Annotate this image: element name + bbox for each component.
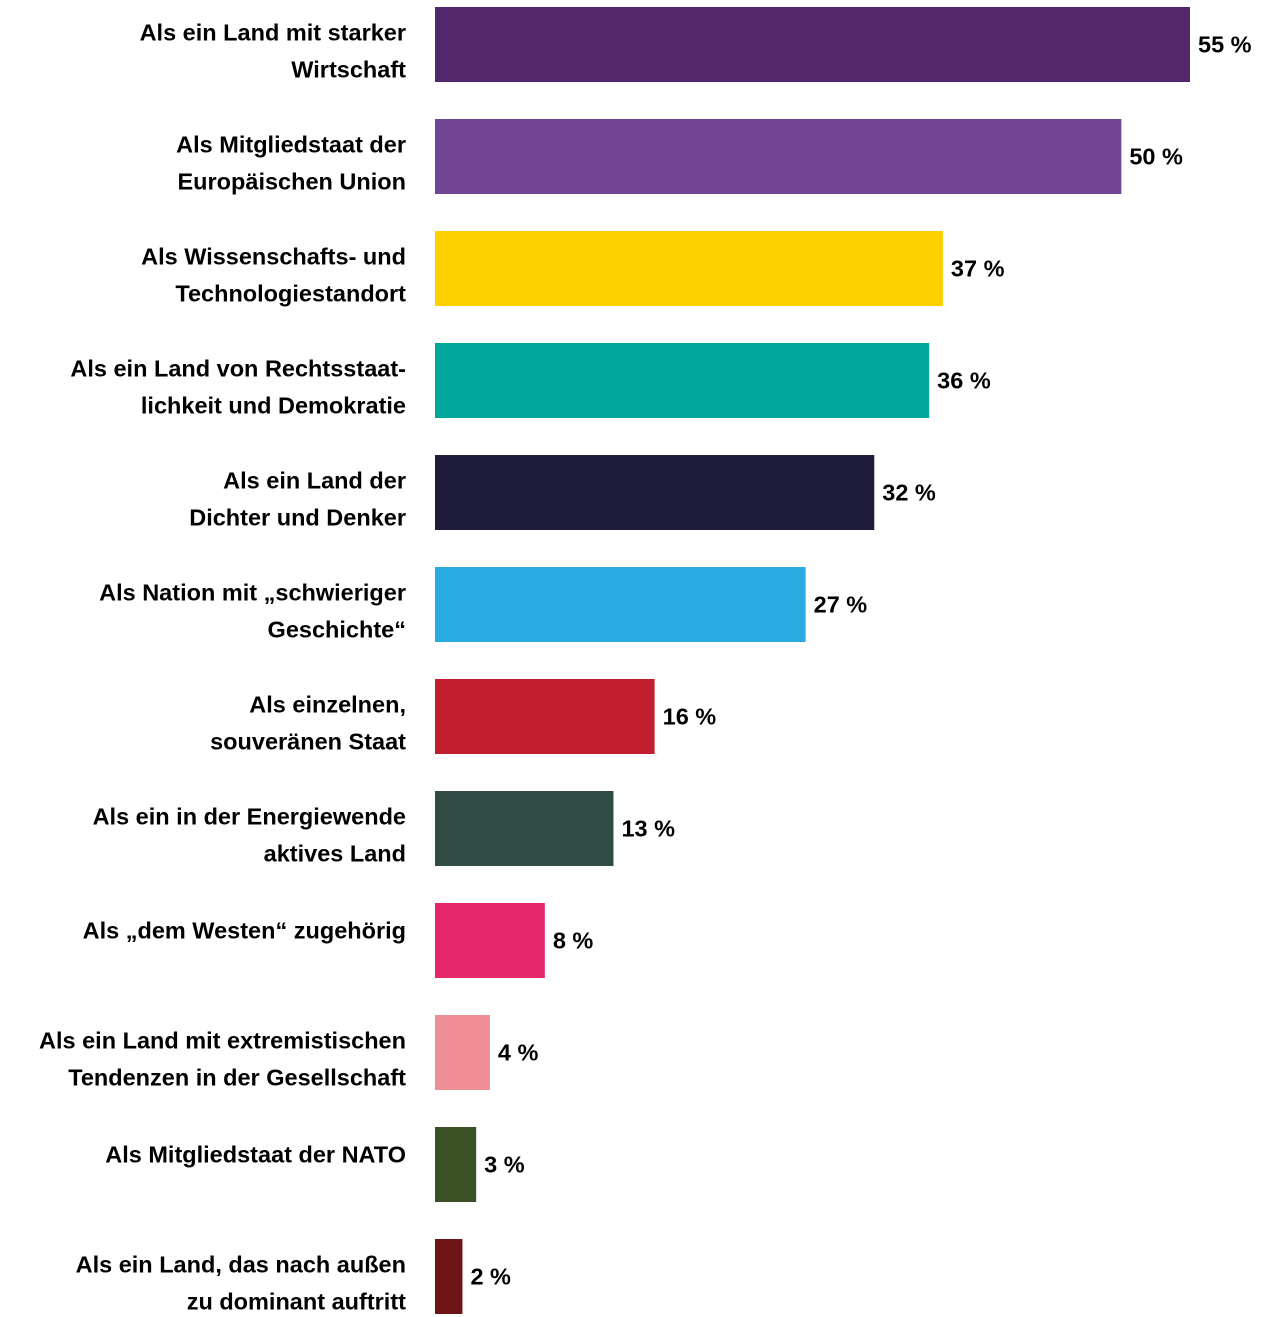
value-label: 8 %	[553, 928, 594, 954]
bar	[435, 1015, 490, 1090]
category-label: Als einzelnen,	[249, 692, 406, 718]
bar	[435, 455, 875, 530]
category-label: Geschichte“	[268, 617, 406, 643]
category-label: Als Wissenschafts- und	[141, 244, 406, 270]
value-label: 37 %	[951, 256, 1005, 282]
value-label: 50 %	[1129, 144, 1183, 170]
category-label: aktives Land	[264, 841, 406, 867]
category-label: Als Nation mit „schwieriger	[99, 580, 406, 606]
value-label: 3 %	[484, 1152, 525, 1178]
category-label: lichkeit und Demokratie	[141, 393, 406, 419]
category-label: Als ein Land, das nach außen	[76, 1252, 406, 1278]
bar	[435, 791, 614, 866]
category-label: Wirtschaft	[291, 57, 406, 83]
bar	[435, 567, 806, 642]
bar	[435, 903, 545, 978]
value-label: 36 %	[937, 368, 991, 394]
value-label: 27 %	[814, 592, 868, 618]
bar	[435, 679, 655, 754]
bar	[435, 7, 1190, 82]
category-label: zu dominant auftritt	[187, 1289, 406, 1315]
category-label: Als ein Land mit starker	[140, 20, 406, 46]
category-label: Technologiestandort	[175, 281, 406, 307]
category-label: Europäischen Union	[178, 169, 407, 195]
value-label: 16 %	[663, 704, 717, 730]
bar	[435, 1239, 463, 1314]
bar	[435, 343, 930, 418]
value-label: 32 %	[882, 480, 936, 506]
category-label: Als ein Land von Rechtsstaat-	[70, 356, 406, 382]
value-label: 4 %	[498, 1040, 539, 1066]
category-label: Als ein Land der	[223, 468, 406, 494]
bar	[435, 231, 943, 306]
value-label: 55 %	[1198, 32, 1252, 58]
category-label: Als ein Land mit extremistischen	[39, 1028, 406, 1054]
bar	[435, 1127, 477, 1202]
category-label: Als ein in der Energiewende	[93, 804, 406, 830]
category-label: Als Mitgliedstaat der	[176, 132, 406, 158]
category-label: Dichter und Denker	[189, 505, 406, 531]
category-label: Als Mitgliedstaat der NATO	[105, 1142, 406, 1168]
value-label: 2 %	[470, 1264, 511, 1290]
bar	[435, 119, 1122, 194]
category-label: Tendenzen in der Gesellschaft	[68, 1065, 406, 1091]
category-label: Als „dem Westen“ zugehörig	[83, 918, 406, 944]
value-label: 13 %	[621, 816, 675, 842]
category-label: souveränen Staat	[210, 729, 406, 755]
